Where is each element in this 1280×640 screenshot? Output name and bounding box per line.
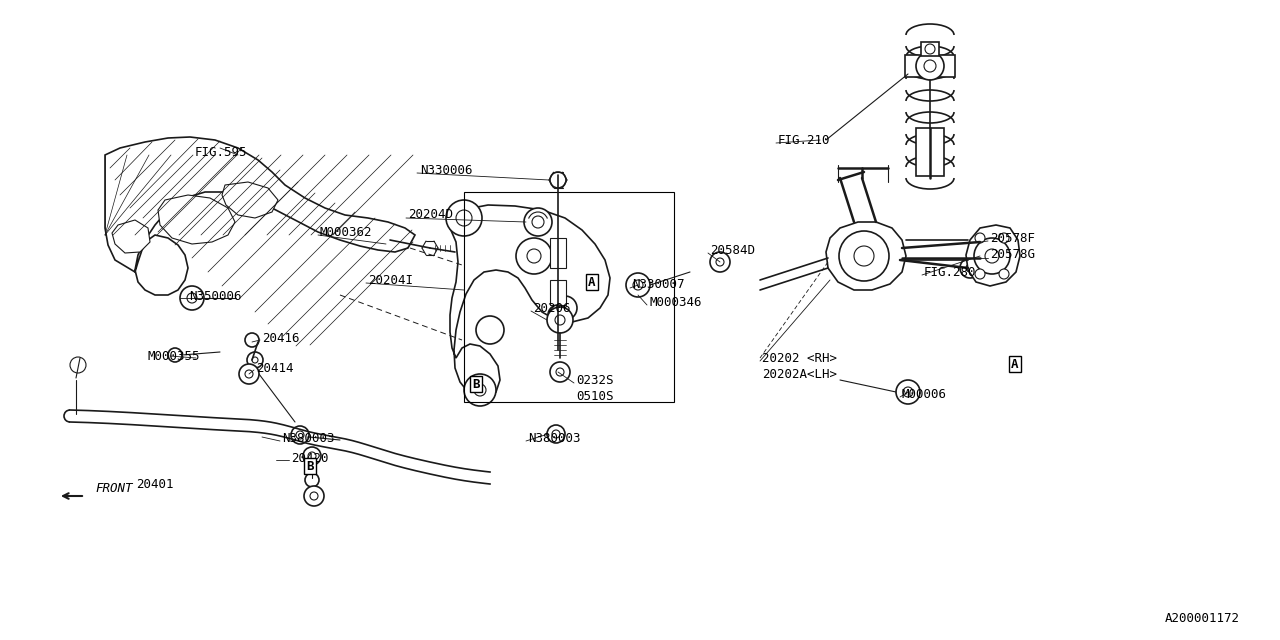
Text: N380003: N380003: [529, 431, 581, 445]
Polygon shape: [157, 195, 236, 244]
Text: 20414: 20414: [256, 362, 293, 374]
Text: B: B: [306, 460, 314, 472]
Text: A200001172: A200001172: [1165, 611, 1240, 625]
Circle shape: [524, 208, 552, 236]
Circle shape: [975, 269, 986, 279]
Text: M00006: M00006: [902, 387, 947, 401]
Text: 20416: 20416: [262, 332, 300, 344]
Circle shape: [303, 447, 321, 465]
Circle shape: [70, 357, 86, 373]
Circle shape: [305, 473, 319, 487]
Text: M000362: M000362: [320, 225, 372, 239]
Text: N330007: N330007: [632, 278, 685, 291]
Circle shape: [247, 352, 262, 368]
Bar: [550, 280, 566, 305]
Text: 20401: 20401: [136, 477, 174, 490]
Circle shape: [960, 258, 980, 278]
Text: 0510S: 0510S: [576, 390, 613, 403]
Text: A: A: [1011, 358, 1019, 371]
Bar: [916, 128, 945, 176]
Circle shape: [896, 380, 920, 404]
Text: 20204D: 20204D: [408, 209, 453, 221]
Text: N350006: N350006: [189, 289, 242, 303]
Circle shape: [975, 233, 986, 243]
Circle shape: [973, 249, 991, 267]
Circle shape: [465, 374, 497, 406]
Circle shape: [998, 269, 1009, 279]
Circle shape: [838, 231, 890, 281]
Text: 20420: 20420: [291, 451, 329, 465]
Text: 20206: 20206: [532, 301, 571, 314]
Text: FIG.280: FIG.280: [924, 266, 977, 278]
Text: 20578F: 20578F: [989, 232, 1036, 244]
Circle shape: [626, 273, 650, 297]
Circle shape: [553, 296, 577, 320]
Text: FIG.595: FIG.595: [195, 145, 247, 159]
Text: 20202 <RH>: 20202 <RH>: [762, 351, 837, 365]
Text: FRONT: FRONT: [95, 481, 133, 495]
Circle shape: [180, 286, 204, 310]
Polygon shape: [221, 182, 278, 218]
Text: 20202A<LH>: 20202A<LH>: [762, 367, 837, 381]
Text: M000346: M000346: [649, 296, 701, 308]
Text: 0232S: 0232S: [576, 374, 613, 387]
Text: FIG.210: FIG.210: [778, 134, 831, 147]
Circle shape: [974, 238, 1010, 274]
Polygon shape: [105, 137, 415, 295]
Circle shape: [445, 200, 483, 236]
Circle shape: [476, 316, 504, 344]
Circle shape: [973, 233, 991, 251]
Circle shape: [550, 172, 566, 188]
Circle shape: [291, 426, 308, 444]
Polygon shape: [966, 225, 1020, 286]
Circle shape: [547, 425, 564, 443]
Text: B: B: [472, 378, 480, 390]
Circle shape: [547, 307, 573, 333]
Circle shape: [244, 333, 259, 347]
Polygon shape: [451, 205, 611, 398]
Circle shape: [305, 486, 324, 506]
Bar: [922, 42, 940, 56]
Circle shape: [550, 362, 570, 382]
Circle shape: [916, 52, 945, 80]
Bar: [550, 238, 566, 268]
Circle shape: [548, 305, 568, 325]
Text: N330006: N330006: [420, 163, 472, 177]
Circle shape: [516, 238, 552, 274]
Text: A: A: [589, 275, 595, 289]
Text: 20584D: 20584D: [710, 243, 755, 257]
Polygon shape: [826, 222, 906, 290]
Bar: [465, 192, 675, 402]
Bar: [905, 55, 955, 77]
Circle shape: [239, 364, 259, 384]
Text: 20204I: 20204I: [369, 273, 413, 287]
Text: 20578G: 20578G: [989, 248, 1036, 262]
Text: M000355: M000355: [148, 349, 201, 362]
Polygon shape: [113, 220, 150, 253]
Circle shape: [168, 348, 182, 362]
Circle shape: [710, 252, 730, 272]
Circle shape: [998, 233, 1009, 243]
Text: N380003: N380003: [282, 431, 334, 445]
